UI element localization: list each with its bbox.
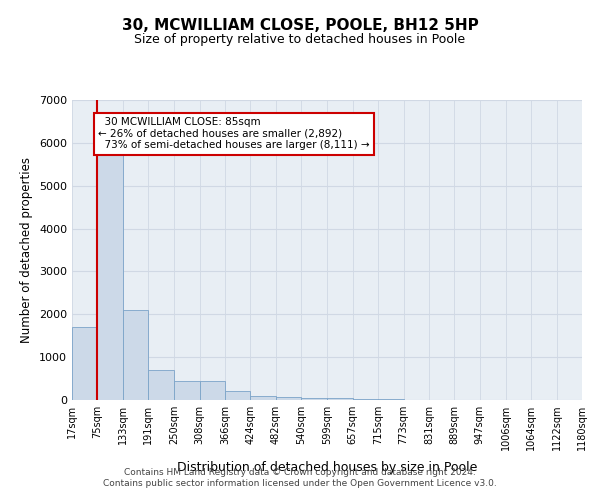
Bar [200,380,225,400]
Bar [123,310,148,400]
Text: 30, MCWILLIAM CLOSE, POOLE, BH12 5HP: 30, MCWILLIAM CLOSE, POOLE, BH12 5HP [122,18,478,32]
Bar [301,398,327,400]
X-axis label: Distribution of detached houses by size in Poole: Distribution of detached houses by size … [177,462,477,474]
Bar [225,392,250,400]
Text: 30 MCWILLIAM CLOSE: 85sqm  
← 26% of detached houses are smaller (2,892)
  73% o: 30 MCWILLIAM CLOSE: 85sqm ← 26% of detac… [98,117,370,150]
Bar [378,399,404,400]
Bar [250,396,276,400]
Bar [276,397,301,400]
Bar [72,327,97,400]
Text: Contains HM Land Registry data © Crown copyright and database right 2024.
Contai: Contains HM Land Registry data © Crown c… [103,468,497,487]
Text: Size of property relative to detached houses in Poole: Size of property relative to detached ho… [134,32,466,46]
Y-axis label: Number of detached properties: Number of detached properties [20,157,34,343]
Bar [174,380,200,400]
Bar [97,138,123,400]
Bar [327,398,353,400]
Bar [148,370,174,400]
Bar [353,399,378,400]
